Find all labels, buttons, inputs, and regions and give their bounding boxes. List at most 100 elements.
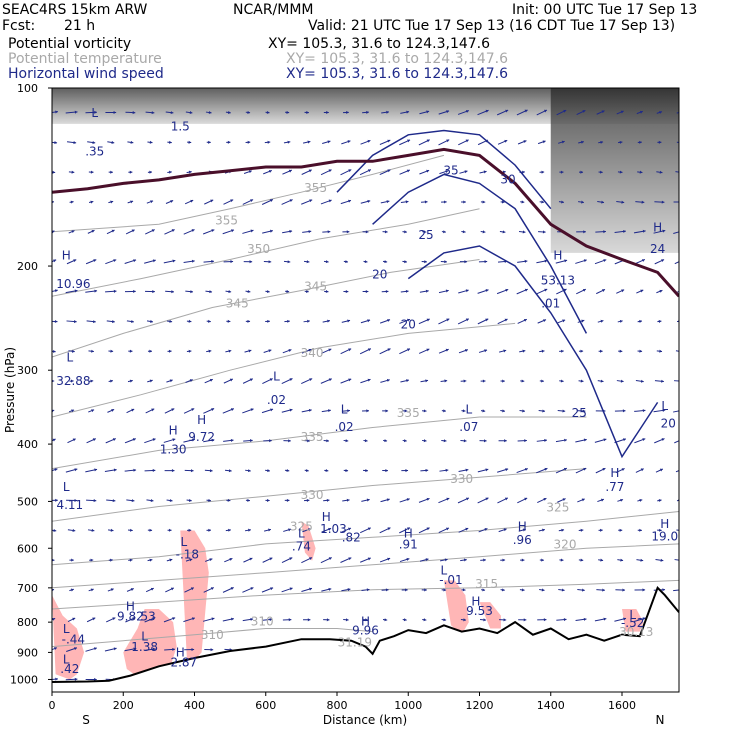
wind-vector-head [306, 289, 309, 294]
contour-label: 10.96 [56, 277, 90, 291]
wind-vector-head [190, 290, 193, 294]
wind-vector-head [268, 349, 272, 353]
wind-vector-head [524, 259, 528, 263]
wind-vector-head [248, 349, 252, 353]
wind-vector-head [642, 438, 646, 442]
wind-vector-head [348, 557, 352, 561]
contour-label: 9.72 [188, 430, 215, 444]
wind-vector-head [426, 527, 430, 531]
wind-vector-head [325, 260, 329, 264]
contour-label: H [518, 520, 527, 534]
contour-label: 9.96 [352, 624, 379, 638]
wind-vector-head [247, 140, 251, 144]
wind-vector-head [110, 588, 114, 592]
wind-vector-head [444, 200, 447, 204]
wind-vector-head [600, 349, 603, 353]
wind-vector-head [209, 469, 213, 473]
y-tick-label: 200 [17, 260, 38, 273]
wind-vector-head [463, 379, 467, 383]
wind-vector-head [208, 140, 211, 144]
wind-vector-head [286, 110, 290, 114]
valid-time: Valid: 21 UTC Tue 17 Sep 13 (16 CDT Tue … [308, 18, 676, 34]
pv-fill-region [622, 609, 644, 632]
wind-vector-head [327, 140, 331, 144]
wind-vector-head [680, 259, 683, 262]
wind-speed-contour [336, 129, 552, 210]
wind-vector-head [113, 110, 117, 115]
org-name: NCAR/MMM [233, 2, 314, 18]
contour-label: .74 [292, 539, 311, 553]
wind-vector-head [191, 259, 195, 263]
north-endpoint: N [656, 713, 665, 727]
wind-vector-head [93, 259, 97, 263]
wind-vector [673, 589, 679, 592]
wind-vector-head [72, 438, 76, 442]
wind-vector-head [425, 468, 429, 473]
wind-vector-head [152, 259, 156, 263]
wind-vector-head [345, 469, 349, 473]
contour-label: L [66, 350, 73, 364]
wind-vector-head [662, 408, 666, 412]
wind-vector-head [347, 319, 351, 323]
contour-label: H [126, 600, 135, 614]
wind-vector-head [680, 171, 683, 174]
wind-vector-head [346, 110, 349, 115]
wind-vector-head [112, 617, 116, 621]
contour-label: L [63, 653, 70, 667]
wind-vector-head [133, 259, 137, 263]
wind-speed-contour [407, 245, 659, 459]
wind-vector-head [347, 409, 350, 413]
wind-vector-head [70, 588, 74, 592]
wind-vector-head [682, 588, 685, 591]
wind-vector-head [541, 379, 544, 383]
contour-label: 325 [290, 520, 313, 534]
wind-vector-head [133, 468, 137, 472]
wind-vector-head [94, 468, 98, 472]
wind-vector-head [211, 438, 215, 442]
wind-vector-head [484, 349, 488, 353]
wind-vector-head [170, 200, 174, 203]
contour-label: 35 [443, 163, 458, 177]
contour-label: L [661, 399, 668, 413]
south-endpoint: S [82, 713, 90, 727]
contour-label: H [660, 517, 669, 531]
stratosphere-shading-north [550, 88, 679, 253]
wind-vector-head [639, 170, 643, 174]
wind-vector-head [681, 380, 684, 383]
pv-fill-region [479, 602, 501, 629]
wind-vector-head [288, 439, 291, 443]
wind-vector-head [581, 319, 585, 323]
plot-frame [51, 87, 680, 693]
init-time: Init: 00 UTC Tue 17 Sep 13 [512, 2, 698, 18]
wind-vector-head [501, 588, 505, 592]
wind-vector-head [129, 558, 133, 562]
wind-vector-head [443, 230, 446, 234]
wind-vector-head [367, 348, 371, 352]
contour-label: .01 [541, 296, 560, 310]
wind-vector-head [171, 290, 174, 294]
wind-vector-head [249, 378, 253, 382]
wind-vector-head [52, 409, 55, 413]
wind-vector-head [423, 439, 427, 443]
wind-vector-head [210, 648, 214, 652]
wind-vector-head [483, 558, 486, 562]
wind-vector-head [149, 170, 153, 174]
wind-vector-head [74, 647, 77, 651]
wind-vector-head [524, 288, 528, 292]
contour-label: 30.13 [619, 625, 653, 639]
wind-vector-head [464, 260, 468, 264]
wind-vector-head [620, 110, 624, 114]
wind-vector-head [250, 587, 254, 591]
wind-vector-head [268, 169, 272, 173]
wind-vector-head [168, 349, 172, 353]
wind-vector-head [250, 199, 254, 203]
wind-vector-head [73, 259, 77, 263]
wind-vector-head [504, 139, 508, 143]
wind-vector [673, 410, 679, 413]
wind-vector-head [149, 528, 153, 532]
wind-vector-head [348, 378, 352, 382]
wind-vector-head [247, 289, 251, 294]
contour-label: 20 [401, 317, 416, 331]
wind-vector-head [544, 438, 547, 442]
